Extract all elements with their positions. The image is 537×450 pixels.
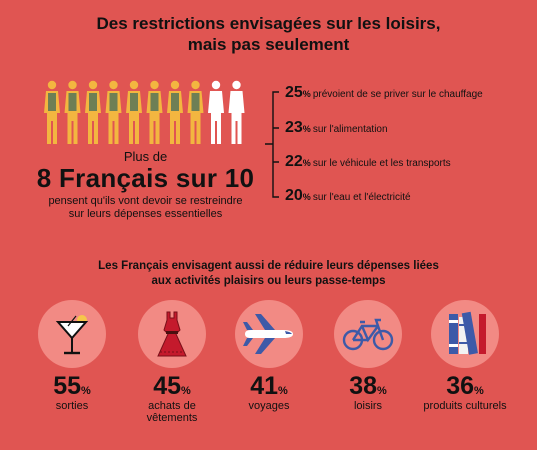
- category-label: produits culturels: [423, 400, 507, 412]
- person-highlighted-icon: [146, 80, 163, 144]
- restriction-item: 25% prévoient de se priver sur le chauffa…: [285, 84, 483, 102]
- category-loisirs: 38% loisirs: [320, 300, 416, 412]
- person-icon: [228, 80, 245, 144]
- category-unit: %: [474, 385, 484, 397]
- headline-lead: Plus de: [123, 149, 168, 164]
- title-line-1: Des restrictions envisagées sur les lois…: [96, 14, 441, 33]
- category-value: 38: [349, 372, 378, 400]
- leisure-intro: Les Français envisagent aussi de réduire…: [0, 259, 537, 289]
- category-icon-circle: [138, 300, 206, 368]
- restriction-item: 23% sur l'alimentation: [285, 119, 388, 137]
- restriction-item: 22% sur le véhicule et les transports: [285, 153, 451, 171]
- title-line-2: mais pas seulement: [187, 35, 350, 54]
- headline-sub-line-2: sur leurs dépenses essentielles: [68, 208, 223, 220]
- category-sorties: 55% sorties: [24, 300, 120, 412]
- person-highlighted-icon: [187, 80, 204, 144]
- restriction-value: 23: [285, 119, 303, 136]
- bicycle-icon: [342, 318, 394, 351]
- restriction-value: 20: [285, 187, 303, 204]
- bracket-connector: [265, 91, 279, 198]
- headline-block: Plus de 8 Français sur 10 pensent qu'ils…: [18, 150, 273, 221]
- restriction-unit: %: [302, 124, 311, 134]
- leisure-intro-line-1: Les Français envisagent aussi de réduire…: [98, 260, 439, 272]
- restriction-unit: %: [302, 89, 311, 99]
- category-value: 45: [153, 372, 182, 400]
- category-icon-circle: [38, 300, 106, 368]
- restriction-label: sur l'eau et l'électricité: [312, 192, 411, 203]
- cocktail-icon: [55, 315, 89, 355]
- headline-sub: pensent qu'ils vont devoir se restreindr…: [18, 195, 273, 221]
- restriction-unit: %: [302, 158, 311, 168]
- headline-sub-line-1: pensent qu'ils vont devoir se restreindr…: [48, 195, 243, 207]
- person-highlighted-icon: [167, 80, 183, 144]
- person-highlighted-icon: [85, 80, 101, 144]
- person-highlighted-icon: [64, 80, 81, 144]
- category-label: loisirs: [353, 400, 383, 412]
- category-icon-circle: [431, 300, 499, 368]
- airplane-icon: [243, 314, 293, 354]
- leisure-intro-line-2: aux activités plaisirs ou leurs passe-te…: [151, 275, 386, 287]
- category-icon-circle: [235, 300, 303, 368]
- category-unit: %: [278, 385, 288, 397]
- category-vetements: 45% achats de vêtements: [124, 300, 220, 424]
- page-title: Des restrictions envisagées sur les lois…: [0, 13, 537, 55]
- category-unit: %: [81, 385, 91, 397]
- restriction-label: prévoient de se priver sur le chauffage: [312, 89, 483, 100]
- restrictions-list: 25% prévoient de se priver sur le chauffa…: [265, 84, 535, 214]
- category-label: voyages: [248, 400, 290, 412]
- category-icon-circle: [334, 300, 402, 368]
- category-value: 41: [250, 372, 279, 400]
- category-value: 36: [446, 372, 475, 400]
- headline-stat: 8 Français sur 10: [36, 163, 255, 193]
- restriction-unit: %: [302, 192, 311, 202]
- restriction-value: 25: [285, 84, 303, 101]
- person-highlighted-icon: [105, 80, 122, 144]
- dress-icon: [157, 311, 187, 357]
- restriction-label: sur le véhicule et les transports: [312, 158, 451, 169]
- restriction-label: sur l'alimentation: [312, 124, 388, 135]
- category-value: 55: [53, 372, 82, 400]
- person-highlighted-icon: [126, 80, 142, 144]
- category-voyages: 41% voyages: [221, 300, 317, 412]
- person-icon: [208, 80, 224, 144]
- category-culture: 36% produits culturels: [417, 300, 513, 412]
- person-highlighted-icon: [44, 80, 60, 144]
- category-unit: %: [181, 385, 191, 397]
- restriction-value: 22: [285, 153, 303, 170]
- category-label: sorties: [55, 400, 89, 412]
- people-icon-row: [44, 80, 245, 144]
- category-label: achats de vêtements: [146, 400, 198, 424]
- restriction-item: 20% sur l'eau et l'électricité: [285, 187, 411, 205]
- category-unit: %: [377, 385, 387, 397]
- books-icon: [449, 311, 486, 355]
